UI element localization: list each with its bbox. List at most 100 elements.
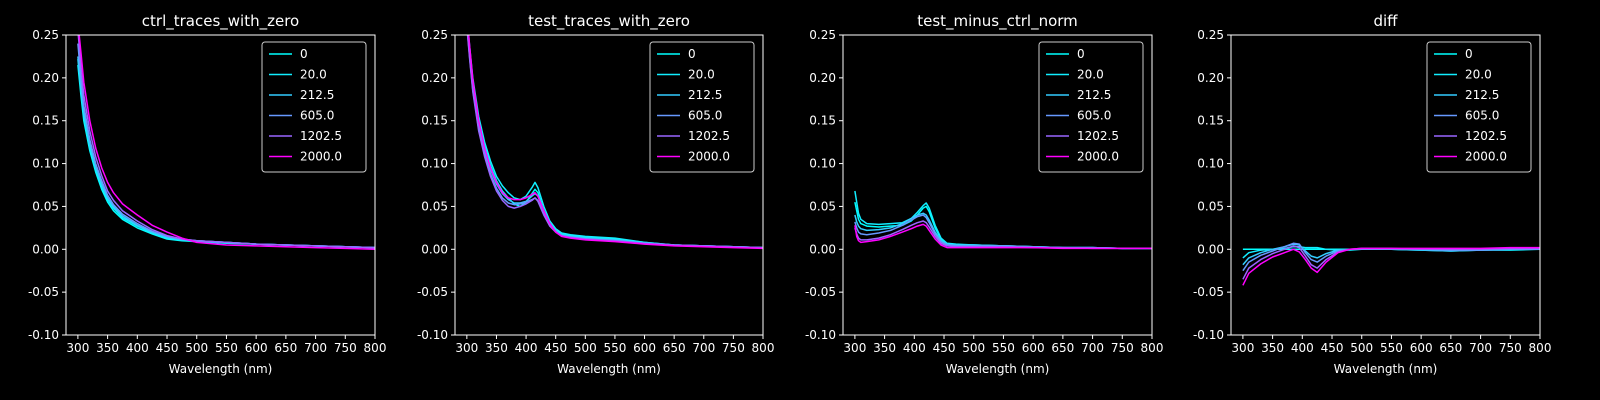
series-line-4 [854, 214, 1152, 250]
x-tick-label: 750 [334, 341, 357, 355]
x-tick-label: 500 [962, 341, 985, 355]
x-tick-label: 700 [1469, 341, 1492, 355]
x-tick-label: 600 [1022, 341, 1045, 355]
y-tick-label: -0.10 [805, 328, 836, 342]
y-tick-label: 0.15 [809, 114, 836, 128]
legend-label: 20.0 [1465, 68, 1492, 82]
y-tick-label: -0.10 [1193, 328, 1224, 342]
legend-label: 20.0 [1077, 68, 1104, 82]
y-tick-label: -0.05 [1193, 285, 1224, 299]
x-tick-label: 450 [933, 341, 956, 355]
x-tick-label: 750 [1111, 341, 1134, 355]
series-group [466, 35, 763, 250]
series-line-5 [466, 35, 763, 249]
x-tick-label: 600 [245, 341, 268, 355]
x-tick-label: 300 [455, 341, 478, 355]
x-tick-label: 300 [66, 341, 89, 355]
x-tick-label: 550 [603, 341, 626, 355]
y-tick-label: 0.15 [32, 114, 59, 128]
x-tick-label: 400 [903, 341, 926, 355]
x-tick-label: 300 [843, 341, 866, 355]
axes-frame [454, 34, 764, 336]
x-tick-label: 650 [1051, 341, 1074, 355]
y-tick-label: 0.10 [1197, 157, 1224, 171]
legend-label: 20.0 [688, 68, 715, 82]
chart-title: ctrl_traces_with_zero [142, 12, 299, 31]
x-tick-label: 800 [752, 341, 775, 355]
y-tick-label: 0.05 [1197, 199, 1224, 213]
x-tick-label: 550 [215, 341, 238, 355]
legend-label: 605.0 [1077, 109, 1111, 123]
x-tick-label: 350 [96, 341, 119, 355]
chart-panel-4: 300 350 400 450 500 550 600 650 700 750 800 -0.10 -0… [1193, 12, 1552, 376]
chart-title: test_minus_ctrl_norm [917, 12, 1078, 31]
x-tick-label: 350 [1261, 341, 1284, 355]
legend-label: 605.0 [688, 109, 722, 123]
x-axis-label: Wavelength (nm) [557, 362, 661, 376]
series-line-6 [1242, 246, 1540, 286]
x-tick-label: 800 [364, 341, 387, 355]
legend-label: 0 [1077, 47, 1085, 61]
series-line-3 [1242, 243, 1540, 266]
legend-label: 2000.0 [300, 150, 342, 164]
x-tick-label: 750 [722, 341, 745, 355]
x-tick-label: 700 [1081, 341, 1104, 355]
y-tick-label: 0.05 [809, 199, 836, 213]
series-group [77, 35, 375, 251]
series-group [854, 190, 1152, 250]
y-tick-label: -0.10 [417, 328, 448, 342]
series-line-6 [854, 223, 1152, 250]
y-tick-label: 0.25 [809, 28, 836, 42]
series-group [1242, 242, 1540, 286]
legend-label: 212.5 [688, 88, 722, 102]
legend: 0 20.0 212.5 605.0 1202.5 2000.0 [1426, 41, 1532, 173]
x-axis-label: Wavelength (nm) [1334, 362, 1438, 376]
series-line-5 [1242, 245, 1540, 280]
axes-frame [842, 34, 1153, 336]
x-tick-label: 450 [156, 341, 179, 355]
y-tick-label: 0.05 [32, 199, 59, 213]
x-tick-label: 650 [1439, 341, 1462, 355]
y-tick-label: -0.05 [417, 285, 448, 299]
chart-panel-2: 300 350 400 450 500 550 600 650 700 750 800 -0.10 -0… [417, 12, 775, 376]
legend-label: 212.5 [300, 88, 334, 102]
x-tick-label: 600 [1410, 341, 1433, 355]
legend-label: 1202.5 [1465, 129, 1507, 143]
legend-label: 1202.5 [300, 129, 342, 143]
legend-label: 1202.5 [1077, 129, 1119, 143]
legend-label: 605.0 [300, 109, 334, 123]
y-tick-label: 0.05 [421, 199, 448, 213]
x-tick-label: 450 [1321, 341, 1344, 355]
x-tick-label: 700 [692, 341, 715, 355]
y-tick-label: 0.00 [1197, 242, 1224, 256]
legend-label: 0 [300, 47, 308, 61]
chart-panel-1: 300 350 400 450 500 550 600 650 700 750 800 -0.10 -0… [28, 12, 387, 376]
series-line-5 [77, 35, 375, 249]
legend-label: 20.0 [300, 68, 327, 82]
series-line-6 [78, 35, 375, 251]
y-tick-label: 0.10 [32, 157, 59, 171]
y-tick-label: -0.05 [28, 285, 59, 299]
axes-frame [65, 34, 376, 336]
y-tick-label: 0.10 [809, 157, 836, 171]
legend-label: 605.0 [1465, 109, 1499, 123]
x-tick-label: 600 [633, 341, 656, 355]
y-tick-label: 0.20 [32, 71, 59, 85]
x-tick-label: 500 [185, 341, 208, 355]
y-tick-label: 0.00 [32, 242, 59, 256]
series-line-2 [854, 190, 1152, 250]
y-tick-label: 0.20 [421, 71, 448, 85]
y-tick-label: 0.25 [32, 28, 59, 42]
y-tick-label: 0.10 [421, 157, 448, 171]
series-line-2 [467, 35, 763, 249]
chart-title: diff [1373, 12, 1398, 30]
legend-label: 0 [1465, 47, 1473, 61]
x-tick-label: 350 [873, 341, 896, 355]
x-tick-label: 700 [304, 341, 327, 355]
y-tick-label: 0.20 [1197, 71, 1224, 85]
legend: 0 20.0 212.5 605.0 1202.5 2000.0 [1038, 41, 1144, 173]
legend-label: 212.5 [1077, 88, 1111, 102]
x-tick-label: 500 [574, 341, 597, 355]
x-tick-label: 500 [1350, 341, 1373, 355]
